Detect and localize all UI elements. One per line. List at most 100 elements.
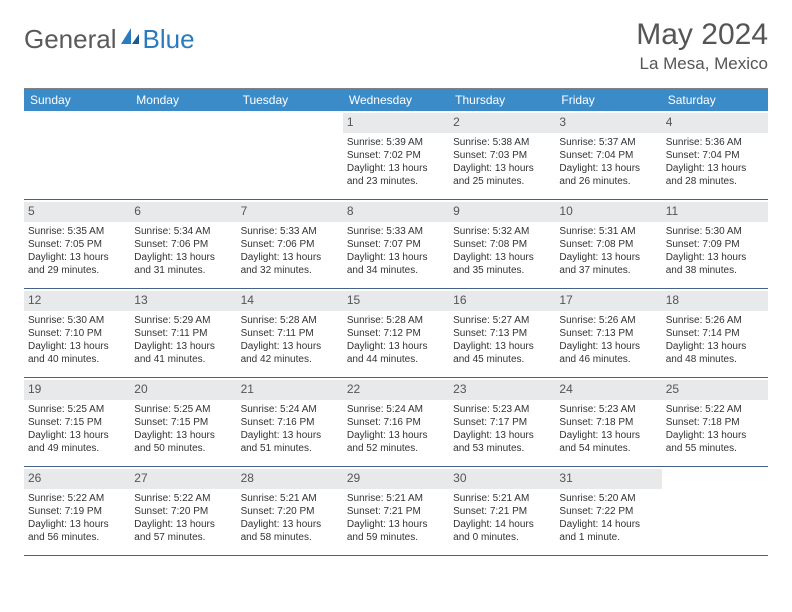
calendar-cell: 21Sunrise: 5:24 AMSunset: 7:16 PMDayligh… (237, 378, 343, 466)
day-number: 9 (449, 202, 555, 222)
day-number: 7 (237, 202, 343, 222)
calendar-cell: 10Sunrise: 5:31 AMSunset: 7:08 PMDayligh… (555, 200, 661, 288)
day-number: 12 (24, 291, 130, 311)
sunrise-text: Sunrise: 5:27 AM (453, 314, 551, 327)
day-number: 22 (343, 380, 449, 400)
sunset-text: Sunset: 7:07 PM (347, 238, 445, 251)
daylight-text: Daylight: 13 hours and 31 minutes. (134, 251, 232, 277)
calendar-cell (24, 111, 130, 199)
week-row: 5 Sunrise: 5:35 AMSunset: 7:05 PM Daylight… (24, 200, 768, 289)
calendar-cell: 24Sunrise: 5:23 AMSunset: 7:18 PMDayligh… (555, 378, 661, 466)
sunrise-text: Sunrise: 5:39 AM (347, 136, 445, 149)
sunset-text: Sunset: 7:12 PM (347, 327, 445, 340)
sunrise-text: Sunrise: 5:37 AM (559, 136, 657, 149)
month-title: May 2024 (636, 18, 768, 52)
calendar-cell: 7Sunrise: 5:33 AMSunset: 7:06 PMDaylight… (237, 200, 343, 288)
sunrise-text: Sunrise: 5:20 AM (559, 492, 657, 505)
sunset-text: Sunset: 7:16 PM (347, 416, 445, 429)
daylight-text: Daylight: 13 hours and 40 minutes. (28, 340, 126, 366)
day-number: 5 (24, 202, 130, 222)
sunset-text: Sunset: 7:21 PM (453, 505, 551, 518)
weeks-container: 1Sunrise: 5:39 AMSunset: 7:02 PMDaylight… (24, 111, 768, 556)
calendar-cell: 11 Sunrise: 5:30 AMSunset: 7:09 PMDayligh… (662, 200, 768, 288)
day-number: 18 (662, 291, 768, 311)
calendar-cell (130, 111, 236, 199)
sunrise-text: Sunrise: 5:26 AM (559, 314, 657, 327)
sunset-text: Sunset: 7:09 PM (666, 238, 764, 251)
sunset-text: Sunset: 7:10 PM (28, 327, 126, 340)
calendar-cell: 8Sunrise: 5:33 AMSunset: 7:07 PMDaylight… (343, 200, 449, 288)
logo-sail-icon (119, 26, 141, 53)
day-number: 30 (449, 469, 555, 489)
daylight-text: Daylight: 13 hours and 56 minutes. (28, 518, 126, 544)
day-header: Sunday (24, 89, 130, 111)
sunset-text: Sunset: 7:06 PM (134, 238, 232, 251)
day-number: 11 (662, 202, 768, 222)
sunrise-text: Sunrise: 5:26 AM (666, 314, 764, 327)
sunrise-text: Sunrise: 5:22 AM (134, 492, 232, 505)
calendar-cell: 18Sunrise: 5:26 AMSunset: 7:14 PMDayligh… (662, 289, 768, 377)
daylight-text: Daylight: 13 hours and 50 minutes. (134, 429, 232, 455)
sunrise-text: Sunrise: 5:22 AM (666, 403, 764, 416)
sunrise-text: Sunrise: 5:25 AM (134, 403, 232, 416)
logo: General Blue (24, 18, 195, 55)
page-header: General Blue May 2024 La Mesa, Mexico (24, 18, 768, 74)
sunset-text: Sunset: 7:20 PM (134, 505, 232, 518)
week-row: 19Sunrise: 5:25 AMSunset: 7:15 PMDayligh… (24, 378, 768, 467)
title-block: May 2024 La Mesa, Mexico (636, 18, 768, 74)
calendar-cell: 2Sunrise: 5:38 AMSunset: 7:03 PMDaylight… (449, 111, 555, 199)
calendar-cell: 30 Sunrise: 5:21 AMSunset: 7:21 PMDayligh… (449, 467, 555, 555)
daylight-text: Daylight: 13 hours and 53 minutes. (453, 429, 551, 455)
sunrise-text: Sunrise: 5:35 AM (28, 225, 126, 238)
sunrise-text: Sunrise: 5:21 AM (453, 492, 551, 505)
day-number: 28 (237, 469, 343, 489)
sunrise-text: Sunrise: 5:30 AM (28, 314, 126, 327)
day-number: 27 (130, 469, 236, 489)
sunset-text: Sunset: 7:14 PM (666, 327, 764, 340)
calendar-cell: 16Sunrise: 5:27 AMSunset: 7:13 PMDayligh… (449, 289, 555, 377)
daylight-text: Daylight: 13 hours and 37 minutes. (559, 251, 657, 277)
sunrise-text: Sunrise: 5:25 AM (28, 403, 126, 416)
sunrise-text: Sunrise: 5:22 AM (28, 492, 126, 505)
calendar-cell: 22Sunrise: 5:24 AMSunset: 7:16 PMDayligh… (343, 378, 449, 466)
sunset-text: Sunset: 7:08 PM (559, 238, 657, 251)
sunset-text: Sunset: 7:13 PM (453, 327, 551, 340)
daylight-text: Daylight: 14 hours and 0 minutes. (453, 518, 551, 544)
daylight-text: Daylight: 13 hours and 38 minutes. (666, 251, 764, 277)
sunrise-text: Sunrise: 5:23 AM (559, 403, 657, 416)
logo-text-general: General (24, 24, 117, 55)
sunset-text: Sunset: 7:20 PM (241, 505, 339, 518)
daylight-text: Daylight: 13 hours and 51 minutes. (241, 429, 339, 455)
day-number: 17 (555, 291, 661, 311)
sunrise-text: Sunrise: 5:30 AM (666, 225, 764, 238)
day-number: 23 (449, 380, 555, 400)
daylight-text: Daylight: 13 hours and 49 minutes. (28, 429, 126, 455)
day-number: 25 (662, 380, 768, 400)
week-row: 26Sunrise: 5:22 AMSunset: 7:19 PMDayligh… (24, 467, 768, 556)
sunrise-text: Sunrise: 5:24 AM (241, 403, 339, 416)
calendar-cell: 26Sunrise: 5:22 AMSunset: 7:19 PMDayligh… (24, 467, 130, 555)
day-header: Thursday (449, 89, 555, 111)
calendar-cell: 6Sunrise: 5:34 AMSunset: 7:06 PMDaylight… (130, 200, 236, 288)
calendar-cell: 19Sunrise: 5:25 AMSunset: 7:15 PMDayligh… (24, 378, 130, 466)
logo-text-blue: Blue (143, 24, 195, 55)
day-number: 16 (449, 291, 555, 311)
sunset-text: Sunset: 7:13 PM (559, 327, 657, 340)
calendar-cell: 20Sunrise: 5:25 AMSunset: 7:15 PMDayligh… (130, 378, 236, 466)
sunset-text: Sunset: 7:22 PM (559, 505, 657, 518)
calendar-cell: 23Sunrise: 5:23 AMSunset: 7:17 PMDayligh… (449, 378, 555, 466)
day-number: 14 (237, 291, 343, 311)
sunset-text: Sunset: 7:05 PM (28, 238, 126, 251)
day-header: Friday (555, 89, 661, 111)
calendar-cell: 14Sunrise: 5:28 AMSunset: 7:11 PMDayligh… (237, 289, 343, 377)
day-number: 24 (555, 380, 661, 400)
day-number: 21 (237, 380, 343, 400)
day-header: Saturday (662, 89, 768, 111)
calendar-cell: 3Sunrise: 5:37 AMSunset: 7:04 PMDaylight… (555, 111, 661, 199)
sunrise-text: Sunrise: 5:33 AM (241, 225, 339, 238)
calendar-cell (662, 467, 768, 555)
day-number: 8 (343, 202, 449, 222)
sunrise-text: Sunrise: 5:24 AM (347, 403, 445, 416)
daylight-text: Daylight: 13 hours and 26 minutes. (559, 162, 657, 188)
day-number: 1 (343, 113, 449, 133)
